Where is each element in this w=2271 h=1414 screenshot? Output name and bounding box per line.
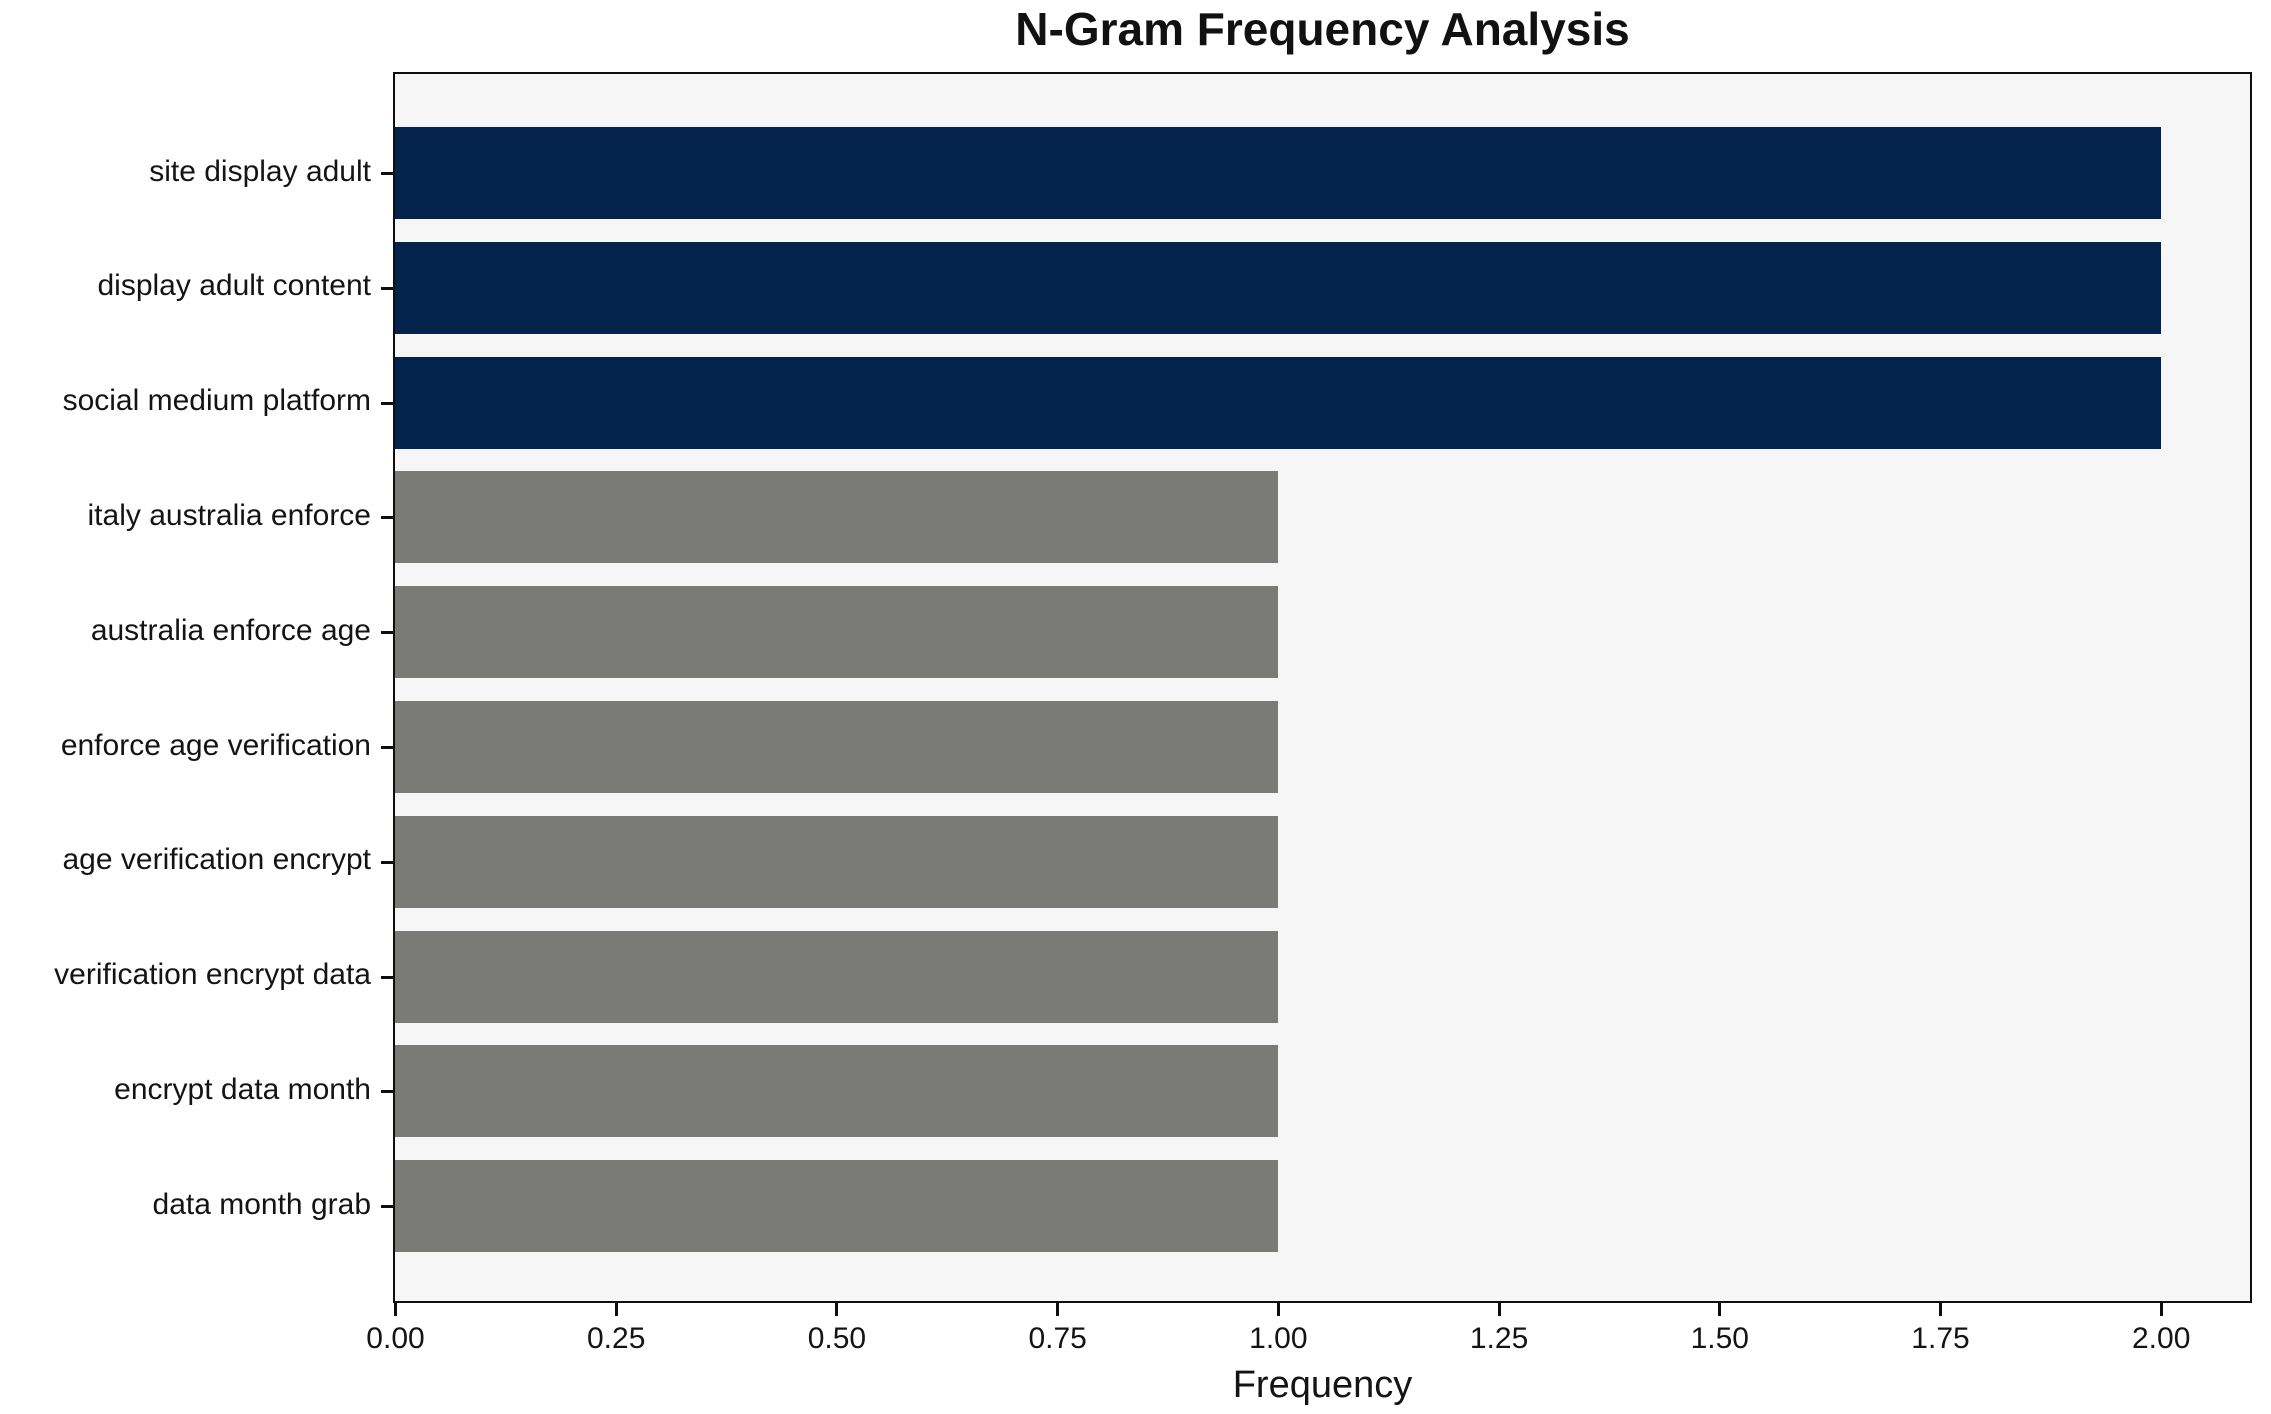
chart-title: N-Gram Frequency Analysis <box>1015 3 1630 55</box>
y-tick-label: italy australia enforce <box>87 498 371 532</box>
x-tick-mark <box>614 1303 618 1316</box>
y-tick-mark <box>381 860 393 864</box>
bar-encrypt-data-month <box>395 1045 1278 1138</box>
x-tick-label: 0.00 <box>366 1322 425 1355</box>
y-tick-mark <box>381 516 393 520</box>
x-tick-mark <box>394 1303 397 1316</box>
bar-australia-enforce-age <box>395 586 1278 679</box>
y-tick-label: age verification encrypt <box>62 843 372 877</box>
x-tick-mark <box>1497 1303 1501 1316</box>
x-tick-label: 1.00 <box>1249 1322 1308 1355</box>
x-tick-mark <box>835 1303 839 1316</box>
bar-data-month-grab <box>395 1160 1278 1253</box>
x-tick-mark <box>2159 1303 2163 1316</box>
y-tick-label: social medium platform <box>62 384 371 418</box>
x-tick-mark <box>1939 1303 1942 1316</box>
y-tick-mark <box>381 1090 393 1094</box>
x-tick-mark <box>1718 1303 1722 1316</box>
x-axis-label: Frequency <box>1232 1364 1413 1406</box>
x-tick-label: 2.00 <box>2132 1322 2191 1355</box>
x-tick-mark <box>1056 1303 1060 1316</box>
x-tick-label: 0.75 <box>1028 1322 1087 1355</box>
bar-site-display-adult <box>395 127 2161 219</box>
y-tick-mark <box>381 401 393 405</box>
x-tick-label: 0.25 <box>587 1322 646 1355</box>
bar-social-medium-platform <box>395 356 2161 449</box>
y-tick-mark <box>381 1205 393 1209</box>
y-tick-label: site display adult <box>149 154 371 188</box>
x-tick-mark <box>1276 1303 1280 1316</box>
y-tick-label: verification encrypt data <box>54 958 371 992</box>
bar-display-adult-content <box>395 241 2161 334</box>
x-tick-label: 1.25 <box>1469 1322 1529 1355</box>
y-tick-mark <box>381 172 393 175</box>
y-tick-label: encrypt data month <box>114 1072 371 1106</box>
x-tick-label: 0.50 <box>807 1322 867 1355</box>
bar-age-verification-encrypt <box>395 815 1278 908</box>
axes <box>393 72 2252 1303</box>
y-tick-label: display adult content <box>97 269 371 303</box>
x-tick-label: 1.50 <box>1690 1322 1749 1355</box>
bar-enforce-age-verification <box>395 701 1278 793</box>
y-tick-label: australia enforce age <box>90 613 371 647</box>
bar-italy-australia-enforce <box>395 471 1278 564</box>
y-tick-mark <box>381 975 393 979</box>
y-tick-label: data month grab <box>152 1187 371 1221</box>
bar-verification-encrypt-data <box>395 930 1278 1023</box>
x-tick-label: 1.75 <box>1911 1322 1970 1355</box>
y-tick-label: enforce age verification <box>60 728 371 762</box>
y-tick-mark <box>381 631 393 635</box>
y-tick-mark <box>381 286 393 290</box>
y-tick-mark <box>381 746 393 749</box>
